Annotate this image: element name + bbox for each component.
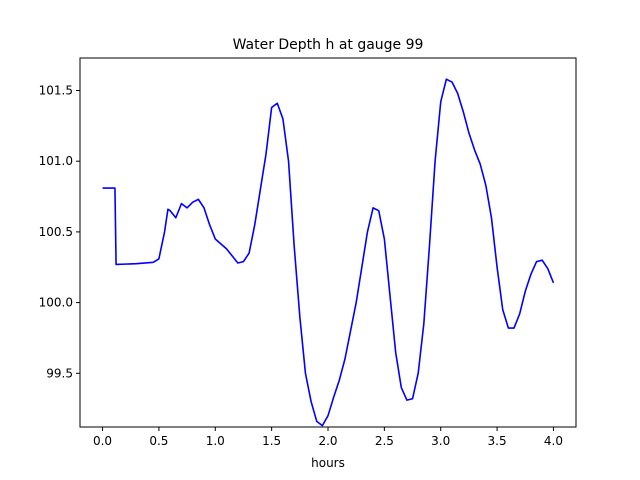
y-tick-label-4: 101.5 (39, 84, 73, 98)
x-tick-label-2: 1.0 (206, 434, 225, 448)
series-line-0 (102, 78, 555, 427)
x-tick-label-4: 2.0 (318, 434, 337, 448)
chart-title: Water Depth h at gauge 99 (233, 37, 424, 53)
y-tick-label-2: 100.5 (39, 225, 73, 239)
y-tick-label-0: 99.5 (46, 366, 73, 380)
x-axis-label: hours (311, 456, 345, 470)
x-tick-label-7: 3.5 (488, 434, 507, 448)
x-tick-label-0: 0.0 (93, 434, 112, 448)
plot-area: 0.0 0.5 1.0 1.5 2.0 2.5 3.0 3.5 4.0 99.5 100.0 100.… (39, 57, 577, 448)
y-tick-label-3: 101.0 (39, 154, 73, 168)
x-tick-label-5: 2.5 (375, 434, 394, 448)
x-tick-label-6: 3.0 (431, 434, 450, 448)
x-tick-label-1: 0.5 (149, 434, 168, 448)
x-tick-label-3: 1.5 (262, 434, 281, 448)
x-tick-label-8: 4.0 (544, 434, 563, 448)
y-tick-label-1: 100.0 (39, 296, 73, 310)
